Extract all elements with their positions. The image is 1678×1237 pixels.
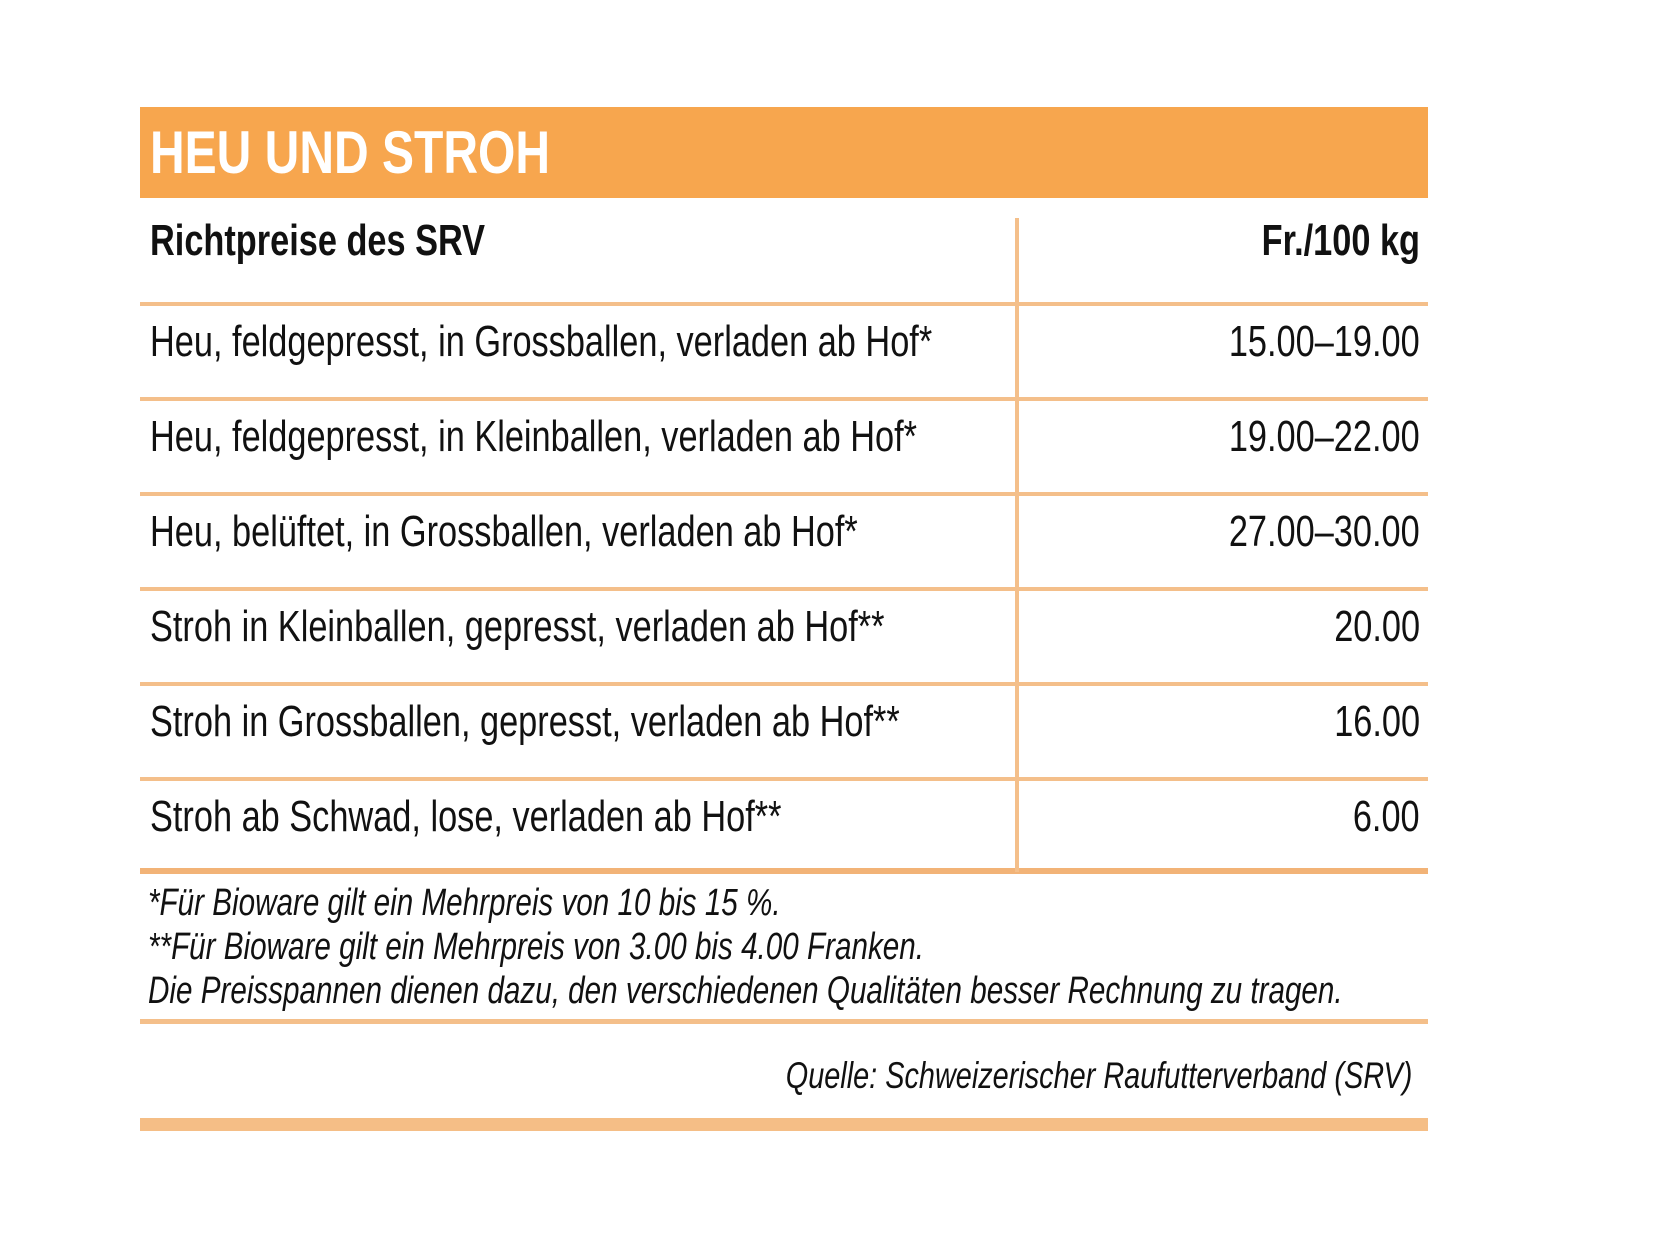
table-row: Stroh in Kleinballen, gepresst, verladen… xyxy=(140,591,1428,686)
content: HEU UND STROH Richtpreise des SRV Fr./10… xyxy=(140,107,1428,1131)
row-price: 15.00–19.00 xyxy=(1229,317,1420,366)
row-label: Heu, feldgepresst, in Kleinballen, verla… xyxy=(150,412,917,461)
price-table: Richtpreise des SRV Fr./100 kg Heu, feld… xyxy=(140,198,1428,874)
row-price: 19.00–22.00 xyxy=(1229,412,1420,461)
bottom-bar xyxy=(140,1118,1428,1131)
footnote-line: Die Preisspannen dienen dazu, den versch… xyxy=(148,970,1343,1012)
row-price: 27.00–30.00 xyxy=(1229,507,1420,556)
table-row: Stroh in Grossballen, gepresst, verladen… xyxy=(140,686,1428,781)
row-label: Heu, belüftet, in Grossballen, verladen … xyxy=(150,507,858,556)
title-bar: HEU UND STROH xyxy=(140,107,1428,198)
footnote-line: *Für Bioware gilt ein Mehrpreis von 10 b… xyxy=(148,882,781,924)
header-unit: Fr./100 kg xyxy=(1261,216,1420,265)
row-price: 16.00 xyxy=(1334,697,1420,746)
row-price: 20.00 xyxy=(1334,602,1420,651)
table-row: Heu, feldgepresst, in Kleinballen, verla… xyxy=(140,401,1428,496)
table-row: Stroh ab Schwad, lose, verladen ab Hof**… xyxy=(140,781,1428,874)
row-label: Stroh in Grossballen, gepresst, verladen… xyxy=(150,697,900,746)
footnote-divider xyxy=(140,1019,1428,1024)
table-header-row: Richtpreise des SRV Fr./100 kg xyxy=(140,198,1428,306)
table-row: Heu, feldgepresst, in Grossballen, verla… xyxy=(140,306,1428,401)
footnotes: *Für Bioware gilt ein Mehrpreis von 10 b… xyxy=(140,881,1428,1013)
table-row: Heu, belüftet, in Grossballen, verladen … xyxy=(140,496,1428,591)
row-price: 6.00 xyxy=(1353,792,1420,841)
footnote-line: **Für Bioware gilt ein Mehrpreis von 3.0… xyxy=(148,926,924,968)
column-divider xyxy=(1015,218,1019,872)
row-label: Stroh ab Schwad, lose, verladen ab Hof** xyxy=(150,792,782,841)
row-label: Heu, feldgepresst, in Grossballen, verla… xyxy=(150,317,933,366)
page-title: HEU UND STROH xyxy=(150,119,551,186)
source-line: Quelle: Schweizerischer Raufutterverband… xyxy=(785,1055,1412,1096)
header-label: Richtpreise des SRV xyxy=(150,216,486,265)
row-label: Stroh in Kleinballen, gepresst, verladen… xyxy=(150,602,885,651)
